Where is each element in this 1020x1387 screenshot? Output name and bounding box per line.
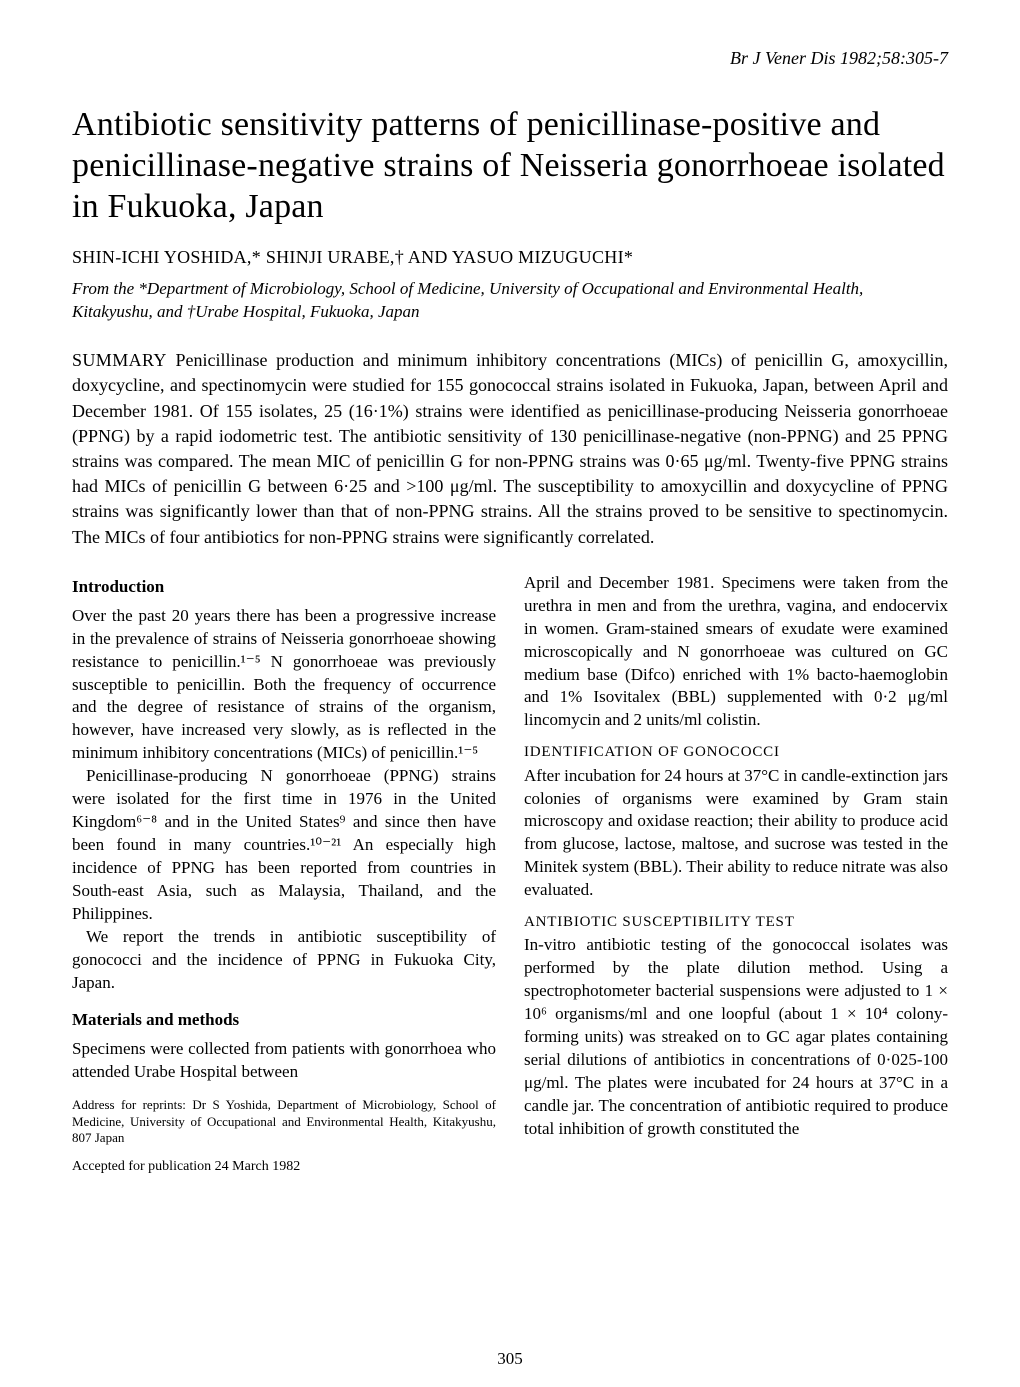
accepted-date: Accepted for publication 24 March 1982 xyxy=(72,1158,496,1177)
right-paragraph-2: After incubation for 24 hours at 37°C in… xyxy=(524,765,948,903)
intro-paragraph-2: Penicillinase-producing N gonorrhoeae (P… xyxy=(72,765,496,926)
left-column: Introduction Over the past 20 years ther… xyxy=(72,572,496,1177)
right-column: April and December 1981. Specimens were … xyxy=(524,572,948,1177)
right-paragraph-1: April and December 1981. Specimens were … xyxy=(524,572,948,733)
introduction-heading: Introduction xyxy=(72,576,496,599)
susceptibility-subheading: ANTIBIOTIC SUSCEPTIBILITY TEST xyxy=(524,912,948,932)
affiliation-line: From the *Department of Microbiology, Sc… xyxy=(72,278,948,324)
page-number: 305 xyxy=(497,1349,523,1369)
intro-paragraph-3: We report the trends in antibiotic susce… xyxy=(72,926,496,995)
materials-methods-heading: Materials and methods xyxy=(72,1009,496,1032)
identification-subheading: IDENTIFICATION OF GONOCOCCI xyxy=(524,742,948,762)
summary-text: Penicillinase production and minimum inh… xyxy=(72,350,948,546)
intro-paragraph-1: Over the past 20 years there has been a … xyxy=(72,605,496,766)
summary-label: SUMMARY xyxy=(72,350,167,370)
materials-methods-paragraph-1: Specimens were collected from patients w… xyxy=(72,1038,496,1084)
journal-header: Br J Vener Dis 1982;58:305-7 xyxy=(72,48,948,69)
right-paragraph-3: In-vitro antibiotic testing of the gonoc… xyxy=(524,934,948,1140)
reprint-address: Address for reprints: Dr S Yoshida, Depa… xyxy=(72,1097,496,1146)
summary-block: SUMMARY Penicillinase production and min… xyxy=(72,348,948,550)
article-title: Antibiotic sensitivity patterns of penic… xyxy=(72,105,948,227)
authors-line: SHIN-ICHI YOSHIDA,* SHINJI URABE,† AND Y… xyxy=(72,247,948,268)
two-column-body: Introduction Over the past 20 years ther… xyxy=(72,572,948,1177)
